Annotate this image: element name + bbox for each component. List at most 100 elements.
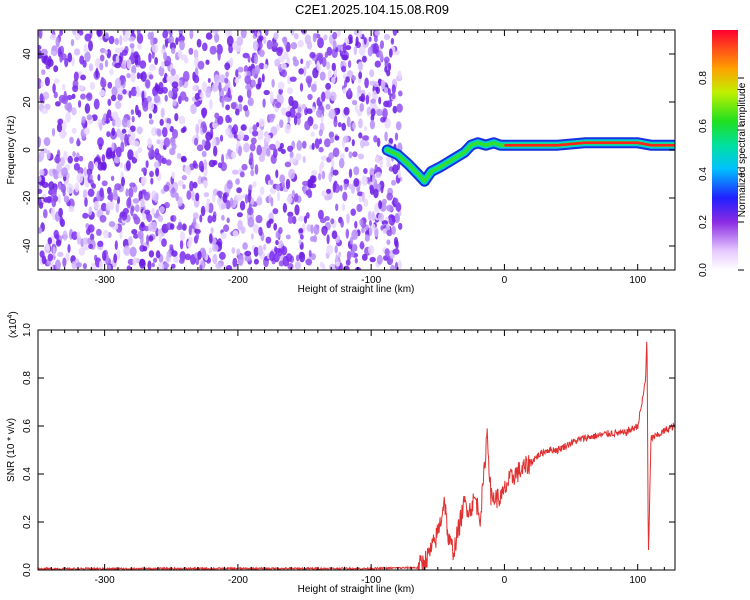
noise-speckle: [263, 244, 267, 251]
noise-speckle: [336, 30, 341, 37]
noise-speckle: [162, 262, 170, 269]
noise-speckle: [336, 107, 341, 114]
noise-speckle: [383, 34, 391, 40]
noise-speckle: [146, 95, 152, 103]
noise-speckle: [128, 36, 136, 42]
noise-speckle: [129, 182, 136, 188]
noise-speckle: [283, 51, 289, 60]
noise-speckle: [291, 100, 299, 110]
noise-speckle: [82, 189, 88, 200]
noise-speckle: [386, 155, 391, 164]
noise-speckle: [161, 157, 167, 165]
noise-speckle: [275, 239, 279, 246]
noise-speckle: [358, 71, 363, 80]
noise-speckle: [207, 78, 211, 83]
noise-speckle: [106, 131, 111, 138]
noise-speckle: [307, 188, 312, 199]
noise-speckle: [174, 113, 179, 122]
noise-speckle: [154, 193, 159, 203]
noise-speckle: [296, 140, 303, 151]
noise-speckle: [49, 34, 57, 41]
noise-speckle: [101, 180, 108, 187]
noise-speckle: [188, 47, 194, 55]
noise-speckle: [121, 49, 128, 56]
noise-speckle: [280, 62, 287, 70]
noise-speckle: [312, 235, 318, 243]
snr-xlabel: Height of straight line (km): [298, 584, 415, 595]
noise-speckle: [43, 209, 48, 219]
snr-series-line: [38, 341, 675, 570]
noise-speckle: [84, 51, 91, 62]
noise-speckle: [131, 229, 138, 235]
noise-speckle: [299, 251, 306, 263]
noise-speckle: [149, 170, 154, 178]
noise-speckle: [276, 93, 281, 100]
snr-ytick-label: 0.4: [22, 467, 33, 481]
noise-speckle: [109, 191, 114, 203]
noise-speckle: [374, 164, 378, 173]
noise-speckle: [224, 83, 228, 93]
colorbar-tick-label: 0.4: [698, 167, 709, 181]
noise-speckle: [148, 250, 155, 258]
noise-speckle: [375, 154, 380, 163]
noise-speckle: [146, 234, 150, 246]
noise-speckle: [261, 73, 265, 83]
noise-speckle: [258, 41, 263, 50]
noise-speckle: [52, 83, 56, 94]
noise-speckle: [63, 195, 70, 203]
noise-speckle: [252, 181, 257, 188]
noise-speckle: [182, 126, 187, 133]
noise-speckle: [116, 128, 121, 138]
noise-speckle: [38, 150, 45, 161]
noise-speckle: [74, 33, 81, 41]
noise-speckle: [151, 44, 159, 53]
noise-speckle: [278, 88, 283, 95]
noise-speckle: [295, 112, 302, 119]
noise-speckle: [390, 37, 395, 45]
noise-speckle: [384, 118, 391, 129]
noise-speckle: [205, 87, 212, 98]
noise-speckle: [249, 143, 256, 152]
noise-speckle: [107, 264, 112, 270]
noise-speckle: [375, 86, 380, 95]
noise-speckle: [168, 35, 175, 45]
noise-speckle: [250, 137, 257, 145]
noise-speckle: [170, 188, 177, 198]
noise-speckle: [111, 142, 115, 152]
noise-speckle: [211, 30, 219, 34]
noise-speckle: [381, 198, 387, 205]
noise-speckle: [289, 157, 296, 164]
noise-speckle: [38, 227, 43, 234]
noise-speckle: [128, 187, 134, 198]
noise-speckle: [287, 215, 294, 224]
noise-speckle: [238, 103, 243, 112]
noise-speckle: [73, 71, 79, 82]
noise-speckle: [239, 200, 246, 211]
noise-speckle: [227, 87, 231, 99]
noise-speckle: [46, 149, 51, 160]
noise-speckle: [123, 245, 131, 256]
noise-speckle: [394, 213, 400, 222]
noise-speckle: [216, 190, 223, 197]
noise-speckle: [170, 215, 174, 222]
noise-speckle: [84, 197, 88, 207]
noise-speckle: [87, 224, 95, 233]
noise-speckle: [224, 62, 231, 71]
noise-speckle: [71, 231, 78, 241]
noise-speckle: [67, 52, 73, 63]
noise-speckle: [361, 253, 368, 261]
noise-speckle: [308, 249, 312, 258]
noise-speckle: [70, 39, 75, 47]
noise-speckle: [266, 39, 273, 50]
noise-speckle: [275, 101, 282, 109]
noise-speckle: [381, 220, 388, 226]
noise-speckle: [179, 80, 183, 88]
noise-speckle: [230, 102, 237, 110]
noise-speckle: [335, 203, 339, 211]
noise-speckle: [194, 137, 199, 146]
noise-speckle: [139, 60, 147, 69]
noise-speckle: [179, 258, 185, 264]
spectrogram-xtick-label: -100: [361, 275, 381, 286]
noise-speckle: [342, 191, 348, 202]
